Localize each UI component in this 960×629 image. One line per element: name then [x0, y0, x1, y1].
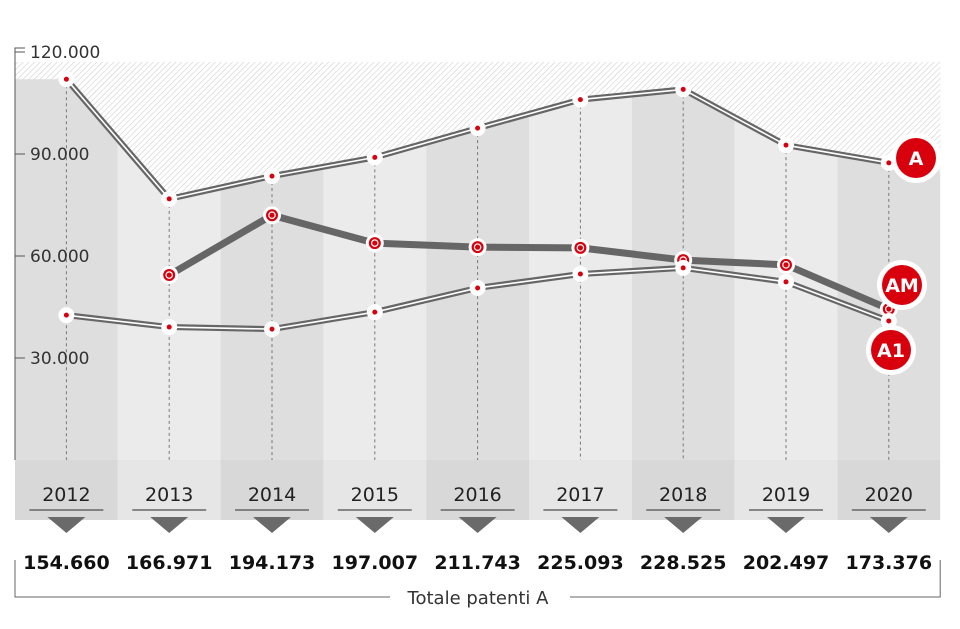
x-tick-label: 2014 — [248, 484, 296, 506]
series-line-am — [167, 211, 891, 313]
data-point-core — [165, 271, 174, 279]
data-point-dot — [63, 76, 69, 82]
arrow-down-icon — [767, 517, 805, 533]
x-tick-label: 2020 — [865, 484, 913, 506]
x-tick-label: 2018 — [659, 484, 707, 506]
data-point-ring — [266, 209, 278, 222]
total-value: 197.007 — [332, 552, 419, 574]
data-point-dot — [783, 279, 789, 285]
total-bracket — [14, 560, 941, 598]
data-point-ring — [471, 241, 484, 254]
arrow-down-icon — [458, 517, 497, 533]
series-badge — [896, 138, 936, 178]
y-axis — [14, 47, 25, 460]
arrow-down-icon — [150, 517, 189, 533]
series-label-am: AM — [885, 275, 919, 297]
x-axis-label: Totale patenti A — [407, 588, 550, 609]
data-point-core — [473, 243, 482, 251]
data-point-dot — [886, 160, 892, 166]
data-point-core — [268, 211, 276, 220]
series-label-a: A — [909, 148, 924, 170]
data-point-dot — [680, 86, 686, 92]
x-tick-label: 2012 — [42, 484, 90, 506]
x-tick-label: 2013 — [145, 484, 193, 506]
arrow-down-icon — [561, 517, 600, 533]
x-tick-label: 2015 — [351, 484, 399, 506]
arrow-down-icon — [253, 517, 291, 533]
data-point-dot — [577, 97, 583, 103]
data-point-dot — [269, 326, 275, 332]
x-tick-label: 2016 — [453, 484, 501, 506]
total-value: 154.660 — [23, 552, 110, 574]
total-value: 211.743 — [434, 552, 521, 574]
hatched-area — [15, 62, 941, 199]
total-value: 225.093 — [537, 552, 624, 574]
series-badge — [882, 265, 922, 305]
data-point-dot — [372, 309, 378, 315]
y-tick-label: 60.000 — [30, 247, 89, 267]
arrow-down-icon — [869, 517, 908, 533]
arrow-down-icon — [47, 517, 86, 533]
data-point-dot — [166, 196, 172, 202]
data-point-dot — [680, 265, 686, 271]
total-value: 166.971 — [126, 552, 213, 574]
data-point-dot — [269, 173, 275, 179]
data-point-dot — [475, 125, 481, 131]
y-tick-label: 30.000 — [30, 349, 89, 369]
y-tick-label: 120.000 — [30, 43, 100, 63]
data-point-dot — [63, 312, 69, 318]
series-badge — [871, 330, 911, 370]
data-point-ring — [574, 241, 587, 254]
total-value: 202.497 — [743, 552, 830, 574]
data-point-dot — [372, 154, 378, 160]
total-value: 194.173 — [229, 552, 316, 574]
data-point-dot — [886, 318, 892, 324]
arrow-down-icon — [664, 517, 703, 533]
data-point-dot — [166, 324, 172, 330]
data-point-core — [782, 261, 790, 269]
data-point-core — [576, 244, 585, 252]
arrow-down-icon — [355, 517, 394, 533]
data-point-dot — [783, 142, 789, 148]
data-point-ring — [368, 237, 381, 250]
total-value: 228.525 — [640, 552, 727, 574]
total-value: 173.376 — [846, 552, 933, 574]
data-point-ring — [163, 269, 176, 282]
series-label-a1: A1 — [877, 340, 905, 362]
data-point-ring — [780, 258, 792, 271]
data-point-dot — [475, 285, 481, 291]
x-tick-label: 2019 — [762, 484, 810, 506]
y-tick-label: 90.000 — [30, 145, 89, 165]
x-tick-label: 2017 — [556, 484, 604, 506]
data-point-core — [370, 239, 379, 247]
data-point-dot — [577, 271, 583, 277]
